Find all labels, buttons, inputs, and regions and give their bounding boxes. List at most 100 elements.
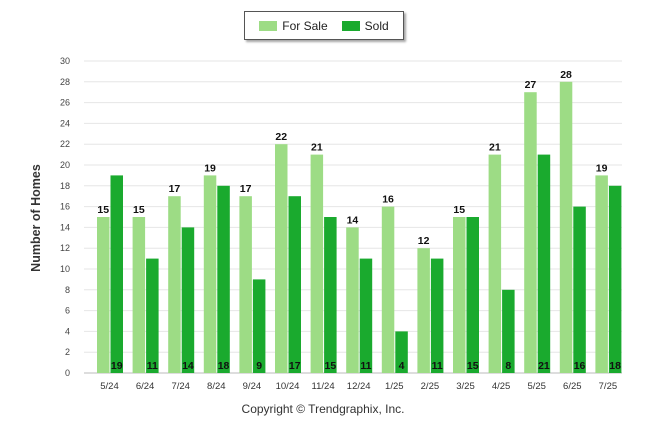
legend-item-sold: Sold xyxy=(341,18,389,33)
y-tick-label: 0 xyxy=(65,368,70,378)
data-label-for-sale: 15 xyxy=(133,204,145,216)
bar-sold xyxy=(288,196,301,373)
data-label-for-sale: 15 xyxy=(453,204,465,216)
data-label-sold: 11 xyxy=(432,360,443,372)
x-tick-label: 4/25 xyxy=(492,381,511,392)
data-label-sold: 15 xyxy=(467,360,479,372)
y-tick-label: 30 xyxy=(60,56,70,66)
bar-for-sale xyxy=(203,175,217,373)
data-label-sold: 17 xyxy=(289,360,301,372)
x-tick-label: 1/25 xyxy=(385,381,404,392)
bar-for-sale xyxy=(417,248,430,373)
bar-sold xyxy=(430,258,444,373)
bar-sold xyxy=(502,289,515,373)
y-tick-label: 2 xyxy=(65,347,70,357)
bar-sold xyxy=(466,217,479,373)
x-tick-label: 6/24 xyxy=(136,381,155,392)
data-label-for-sale: 19 xyxy=(596,162,608,174)
y-tick-label: 24 xyxy=(60,118,70,128)
bar-for-sale xyxy=(132,217,146,373)
x-tick-label: 9/24 xyxy=(243,381,262,392)
data-label-sold: 19 xyxy=(111,360,123,372)
legend: For Sale Sold xyxy=(244,11,404,40)
data-label-for-sale: 16 xyxy=(382,194,394,206)
data-label-for-sale: 17 xyxy=(169,183,181,195)
bar-sold xyxy=(252,279,266,373)
data-label-for-sale: 14 xyxy=(347,214,359,226)
bar-sold xyxy=(181,227,195,373)
data-label-sold: 4 xyxy=(399,360,405,372)
bar-for-sale xyxy=(595,175,608,373)
x-tick-label: 10/24 xyxy=(276,381,300,392)
x-tick-label: 7/24 xyxy=(171,381,190,392)
bar-sold xyxy=(110,175,123,373)
legend-label-sold: Sold xyxy=(364,18,389,33)
bar-sold xyxy=(395,331,408,373)
y-tick-label: 6 xyxy=(65,306,70,316)
data-label-sold: 11 xyxy=(147,360,158,372)
bar-sold xyxy=(537,154,551,373)
y-tick-label: 26 xyxy=(60,98,70,108)
legend-item-for-sale: For Sale xyxy=(259,18,328,33)
bar-for-sale xyxy=(275,144,288,373)
y-tick-label: 12 xyxy=(60,243,70,253)
data-label-for-sale: 27 xyxy=(525,79,537,91)
bar-for-sale xyxy=(310,154,324,373)
data-label-sold: 16 xyxy=(574,360,586,372)
bar-for-sale xyxy=(239,196,252,373)
bar-for-sale xyxy=(488,154,502,373)
bar-for-sale xyxy=(453,217,466,373)
y-tick-label: 18 xyxy=(60,181,70,191)
y-tick-label: 8 xyxy=(65,285,70,295)
bar-sold xyxy=(324,217,337,373)
x-tick-label: 6/25 xyxy=(563,381,582,392)
bar-sold xyxy=(573,206,586,373)
y-tick-label: 28 xyxy=(60,77,70,87)
data-label-for-sale: 19 xyxy=(204,162,216,174)
x-tick-label: 12/24 xyxy=(347,381,371,392)
x-tick-label: 8/24 xyxy=(207,381,226,392)
bar-for-sale xyxy=(168,196,181,373)
x-tick-label: 3/25 xyxy=(456,381,475,392)
data-label-for-sale: 15 xyxy=(97,204,109,216)
bar-for-sale xyxy=(559,81,573,374)
x-tick-label: 5/24 xyxy=(100,381,119,392)
data-label-sold: 14 xyxy=(182,360,194,372)
data-label-sold: 21 xyxy=(538,360,550,372)
y-axis-label: Number of Homes xyxy=(29,164,43,272)
data-label-for-sale: 28 xyxy=(560,69,572,81)
bar-for-sale xyxy=(346,227,359,373)
copyright-text: Copyright © Trendgraphix, Inc. xyxy=(241,402,405,416)
bar-sold xyxy=(359,258,373,373)
legend-label-for-sale: For Sale xyxy=(282,18,328,33)
legend-swatch-sold xyxy=(341,20,360,31)
bar-for-sale xyxy=(97,217,110,373)
data-label-for-sale: 12 xyxy=(418,235,430,247)
data-label-sold: 9 xyxy=(256,360,262,372)
data-label-sold: 8 xyxy=(505,360,511,372)
data-label-for-sale: 17 xyxy=(240,183,252,195)
data-label-sold: 18 xyxy=(218,360,230,372)
y-tick-label: 22 xyxy=(60,139,70,149)
bar-for-sale xyxy=(524,92,537,373)
bar-sold xyxy=(608,185,622,373)
x-tick-label: 2/25 xyxy=(421,381,440,392)
y-tick-label: 10 xyxy=(60,264,70,274)
legend-swatch-for-sale xyxy=(259,20,278,31)
x-tick-label: 5/25 xyxy=(527,381,546,392)
x-tick-label: 7/25 xyxy=(599,381,618,392)
y-tick-label: 14 xyxy=(60,222,70,232)
x-tick-label: 11/24 xyxy=(312,381,335,392)
data-label-for-sale: 21 xyxy=(489,142,501,154)
bar-sold xyxy=(146,258,159,373)
data-label-sold: 11 xyxy=(360,360,371,372)
y-tick-label: 4 xyxy=(65,326,70,336)
y-tick-label: 20 xyxy=(60,160,70,170)
data-label-sold: 18 xyxy=(609,360,621,372)
data-label-sold: 15 xyxy=(325,360,337,372)
y-tick-label: 16 xyxy=(60,202,70,212)
bar-sold xyxy=(217,185,230,373)
data-label-for-sale: 22 xyxy=(275,131,287,143)
data-label-for-sale: 21 xyxy=(311,142,323,154)
